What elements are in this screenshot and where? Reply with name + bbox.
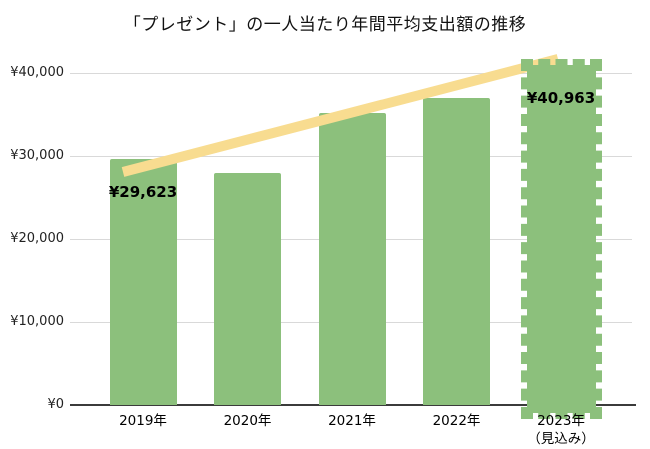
bar-3 [423, 97, 490, 405]
bar-value-label-4: ¥40,963 [526, 89, 596, 107]
x-axis-tick-label-4: 2023年 （見込み） [527, 413, 595, 448]
bar-forecast-4 [520, 59, 602, 419]
chart-title: 「プレゼント」の一人当たり年間平均支出額の推移 [123, 15, 527, 35]
y-axis-tick-label: ¥30,000 [10, 148, 64, 163]
bar-2 [318, 112, 386, 405]
x-axis-tick-label-0: 2019年 [119, 413, 167, 429]
x-axis-tick-label-2: 2021年 [328, 413, 376, 429]
y-axis-tick-label: ¥20,000 [10, 231, 64, 246]
x-axis-line [70, 404, 636, 406]
y-axis-tick-label: ¥10,000 [10, 314, 64, 329]
y-axis-tick-label: ¥0 [47, 397, 64, 412]
x-axis-tick-label-3: 2022年 [432, 413, 481, 429]
y-axis-tick-label: ¥40,000 [10, 65, 64, 80]
bar-value-label-0: ¥29,623 [108, 183, 178, 202]
x-axis-tick-label-1: 2020年 [223, 413, 272, 429]
bar-1 [214, 172, 281, 405]
bar-0 [109, 159, 177, 405]
